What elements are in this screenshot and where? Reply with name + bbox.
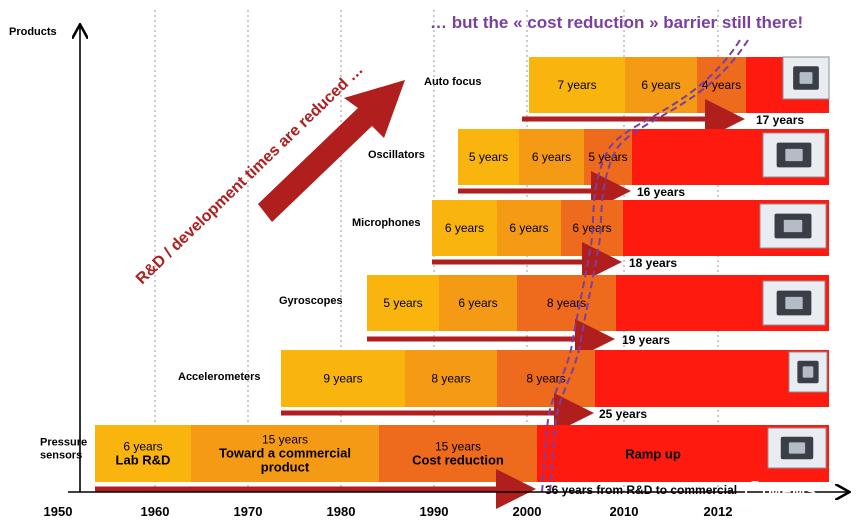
product-name: Oscillators <box>368 149 425 161</box>
product-name: Pressure sensors <box>40 437 87 462</box>
phase-label: 5 years <box>383 296 422 310</box>
phase-segment-2 <box>439 275 517 331</box>
x-tick-label: 1990 <box>420 504 449 519</box>
total-duration-label: 17 years <box>756 113 804 127</box>
x-tick-label: 1970 <box>234 504 263 519</box>
phase-label: 15 years Toward a commercial product <box>219 433 351 475</box>
x-tick-label: 2012 <box>704 504 733 519</box>
diagonal-caption: R&D / development times are reduced … <box>133 61 367 288</box>
total-duration-label: 19 years <box>622 333 670 347</box>
phase-segment-1 <box>458 129 519 185</box>
phase-label: 6 years <box>532 150 571 164</box>
x-axis-tick-labels: 1950 1960 1970 1980 1990 2000 2010 2012 <box>44 504 733 519</box>
barrier-dashed-line <box>549 39 749 493</box>
phase-label: 8 years <box>547 296 586 310</box>
oscillator-chip-icon <box>762 132 826 178</box>
y-axis-label: Products <box>9 26 57 38</box>
microphone-chips-icon <box>759 203 827 249</box>
phase-label: 6 years <box>509 221 548 235</box>
total-duration-label: 25 years <box>599 407 647 421</box>
phase-label: 15 years Cost reduction <box>412 440 504 468</box>
cost-reduction-barrier-line <box>541 39 749 493</box>
phase-segment-1 <box>367 275 439 331</box>
product-row: 9 years 8 years 8 years Accelerometers 25 ye… <box>178 350 829 433</box>
axes <box>68 26 848 492</box>
phase-segment-2 <box>191 425 379 482</box>
phase-label: 5 years <box>588 150 627 164</box>
product-name: Gyroscopes <box>279 295 343 307</box>
ramp-up-label: Ramp up <box>625 447 681 462</box>
x-tick-label: 1960 <box>141 504 170 519</box>
camera-module-icon <box>782 56 830 100</box>
gyroscope-chip-icon <box>762 280 826 326</box>
x-tick-label: 2010 <box>610 504 639 519</box>
accelerometer-chip-icon <box>788 351 828 393</box>
product-row: 6 years Lab R&D 15 years Toward a commercia… <box>40 425 829 509</box>
big-diagonal-arrow <box>258 80 405 222</box>
phase-segment-2 <box>625 57 697 113</box>
phase-label: 9 years <box>323 372 362 386</box>
x-tick-label: 1950 <box>44 504 73 519</box>
phase-segment-1 <box>432 200 497 256</box>
watermark: MEMS <box>745 481 816 501</box>
phase-segment-2 <box>405 350 497 407</box>
total-duration-label: 16 years <box>637 185 685 199</box>
x-tick-label: 1980 <box>327 504 356 519</box>
phase-segment-2 <box>497 200 561 256</box>
phase-label: 6 years <box>641 78 680 92</box>
phase-segment-1 <box>281 350 405 407</box>
product-name: Auto focus <box>424 76 481 88</box>
watermark-text: MEMS <box>768 484 816 501</box>
phase-label: 8 years <box>431 372 470 386</box>
phase-label: 6 years <box>445 221 484 235</box>
phase-label: 5 years <box>469 150 508 164</box>
phase-label: 6 years <box>458 296 497 310</box>
pressure-sensor-chip-icon <box>767 427 827 469</box>
product-name: Accelerometers <box>178 371 261 383</box>
phase-label: 6 years Lab R&D <box>116 440 171 468</box>
phase-segment-1 <box>529 57 625 113</box>
product-name: Microphones <box>352 217 420 229</box>
total-duration-label: 18 years <box>629 256 677 270</box>
headline-barrier: … but the « cost reduction » barrier sti… <box>430 13 803 32</box>
product-row: 5 years 6 years 5 years Oscillators 16 years <box>368 129 829 211</box>
product-row: 5 years 6 years 8 years Gyroscopes 19 years <box>279 275 829 359</box>
total-duration-label: 36 years from R&D to commercial <box>545 483 737 497</box>
phase-label: 8 years <box>526 372 565 386</box>
barrier-dashed-line <box>541 39 741 493</box>
x-tick-label: 2000 <box>513 504 542 519</box>
phase-segment-2 <box>519 129 584 185</box>
phase-label: 7 years <box>557 78 596 92</box>
phase-segment-1 <box>95 425 191 482</box>
